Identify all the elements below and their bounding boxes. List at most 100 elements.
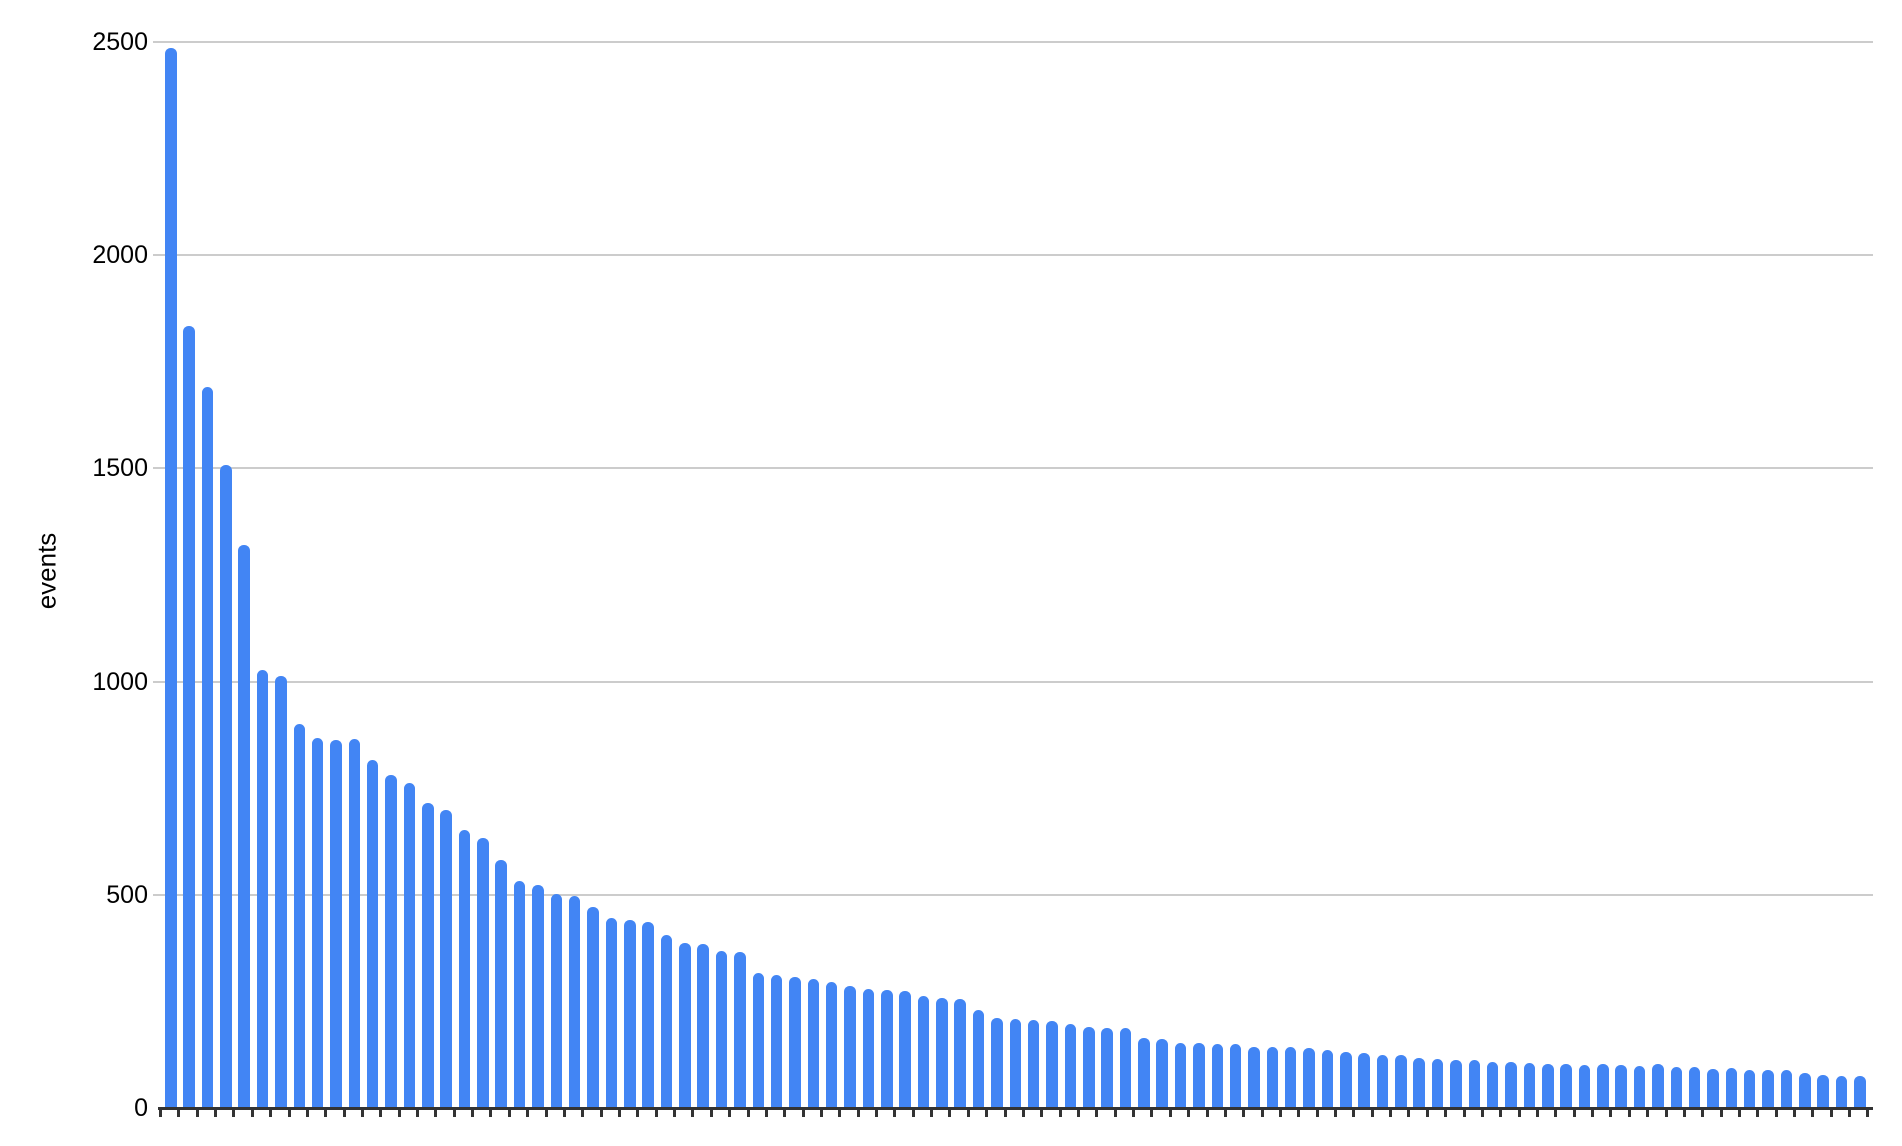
x-axis-tick (324, 1110, 328, 1117)
gridline (153, 893, 1873, 896)
bar (1064, 1024, 1077, 1108)
x-axis-tick (599, 1110, 603, 1117)
x-axis-tick (1242, 1110, 1246, 1117)
bar (605, 917, 618, 1108)
x-axis-tick (1646, 1110, 1650, 1117)
bar (1542, 1064, 1554, 1108)
bar (183, 326, 195, 1108)
x-axis-tick (177, 1110, 181, 1117)
x-axis-tick (1150, 1110, 1154, 1117)
bar (422, 803, 434, 1108)
bar (458, 830, 471, 1108)
bar (1046, 1021, 1058, 1108)
y-tick-label: 1500 (92, 454, 148, 483)
bar (991, 1018, 1003, 1108)
bar (1266, 1047, 1279, 1108)
x-axis-tick (1315, 1110, 1319, 1117)
bar (1523, 1063, 1536, 1108)
x-axis-tick (287, 1110, 291, 1117)
x-axis-tick (728, 1110, 732, 1117)
x-axis-tick (1113, 1110, 1117, 1117)
bar (972, 1009, 985, 1108)
x-axis-tick (1425, 1110, 1429, 1117)
bar (715, 950, 728, 1108)
y-tick-label: 2000 (92, 241, 148, 270)
x-axis-tick (1389, 1110, 1393, 1117)
bar (917, 996, 930, 1108)
x-axis-tick (985, 1110, 989, 1117)
bar (697, 944, 709, 1108)
x-axis-tick (1682, 1110, 1686, 1117)
x-axis-tick (819, 1110, 823, 1117)
x-axis-tick (1793, 1110, 1797, 1117)
x-axis-tick (1278, 1110, 1282, 1117)
bar (220, 465, 232, 1108)
bar (256, 669, 269, 1108)
bar (311, 737, 324, 1108)
x-axis-tick (636, 1110, 640, 1117)
bar (936, 998, 948, 1108)
bar (403, 783, 416, 1108)
x-axis-tick (1811, 1110, 1815, 1117)
bar (1101, 1027, 1113, 1108)
x-axis-tick (507, 1110, 511, 1117)
bar (1780, 1070, 1793, 1108)
x-axis-tick (1444, 1110, 1448, 1117)
bar (642, 921, 654, 1108)
bar (550, 894, 563, 1108)
x-axis-tick (1848, 1110, 1852, 1117)
x-axis-tick (893, 1110, 897, 1117)
bar (348, 738, 361, 1108)
x-axis-tick (195, 1110, 199, 1117)
x-axis-tick (673, 1110, 677, 1117)
x-axis-tick (1003, 1110, 1007, 1117)
x-axis-tick (1572, 1110, 1576, 1117)
x-axis-tick (159, 1110, 162, 1117)
x-axis-tick (1591, 1110, 1595, 1117)
bar (568, 896, 581, 1108)
bar (1248, 1047, 1260, 1108)
x-axis-tick (1095, 1110, 1099, 1117)
bar (495, 860, 507, 1108)
x-axis-tick (489, 1110, 493, 1117)
bar (899, 990, 911, 1108)
x-axis-tick (1829, 1110, 1833, 1117)
x-axis-tick (654, 1110, 658, 1117)
x-axis-tick (416, 1110, 420, 1117)
bar (862, 988, 875, 1108)
x-axis-tick (581, 1110, 585, 1117)
bar (1156, 1038, 1168, 1108)
x-axis-tick (1664, 1110, 1668, 1117)
bar (1009, 1018, 1022, 1108)
bar (1652, 1064, 1664, 1108)
x-axis-tick (856, 1110, 860, 1117)
bar (587, 906, 599, 1108)
bar (1688, 1066, 1701, 1108)
x-axis-tick (911, 1110, 915, 1117)
y-tick-label: 1000 (92, 667, 148, 696)
bar (238, 545, 250, 1108)
x-axis-tick (397, 1110, 401, 1117)
bar (1340, 1052, 1352, 1108)
x-axis-tick (1077, 1110, 1080, 1117)
x-axis-tick (1370, 1110, 1374, 1117)
bar (734, 951, 746, 1108)
x-axis-tick (305, 1110, 309, 1117)
x-axis-tick (930, 1110, 934, 1117)
x-axis-tick (1260, 1110, 1264, 1117)
x-axis-tick (783, 1110, 787, 1117)
x-axis-tick (1187, 1110, 1191, 1117)
gridline (153, 467, 1873, 470)
x-axis-tick (1352, 1110, 1356, 1117)
x-axis-tick (618, 1110, 621, 1117)
y-tick-label: 2500 (92, 28, 148, 56)
gridline (153, 680, 1873, 683)
bar (1321, 1050, 1334, 1108)
bar (513, 881, 526, 1108)
bar (1229, 1044, 1242, 1108)
x-axis-tick (1021, 1110, 1025, 1117)
bar (1505, 1061, 1517, 1108)
x-axis-tick (801, 1110, 805, 1117)
x-axis-tick (746, 1110, 750, 1117)
bar (532, 885, 544, 1108)
